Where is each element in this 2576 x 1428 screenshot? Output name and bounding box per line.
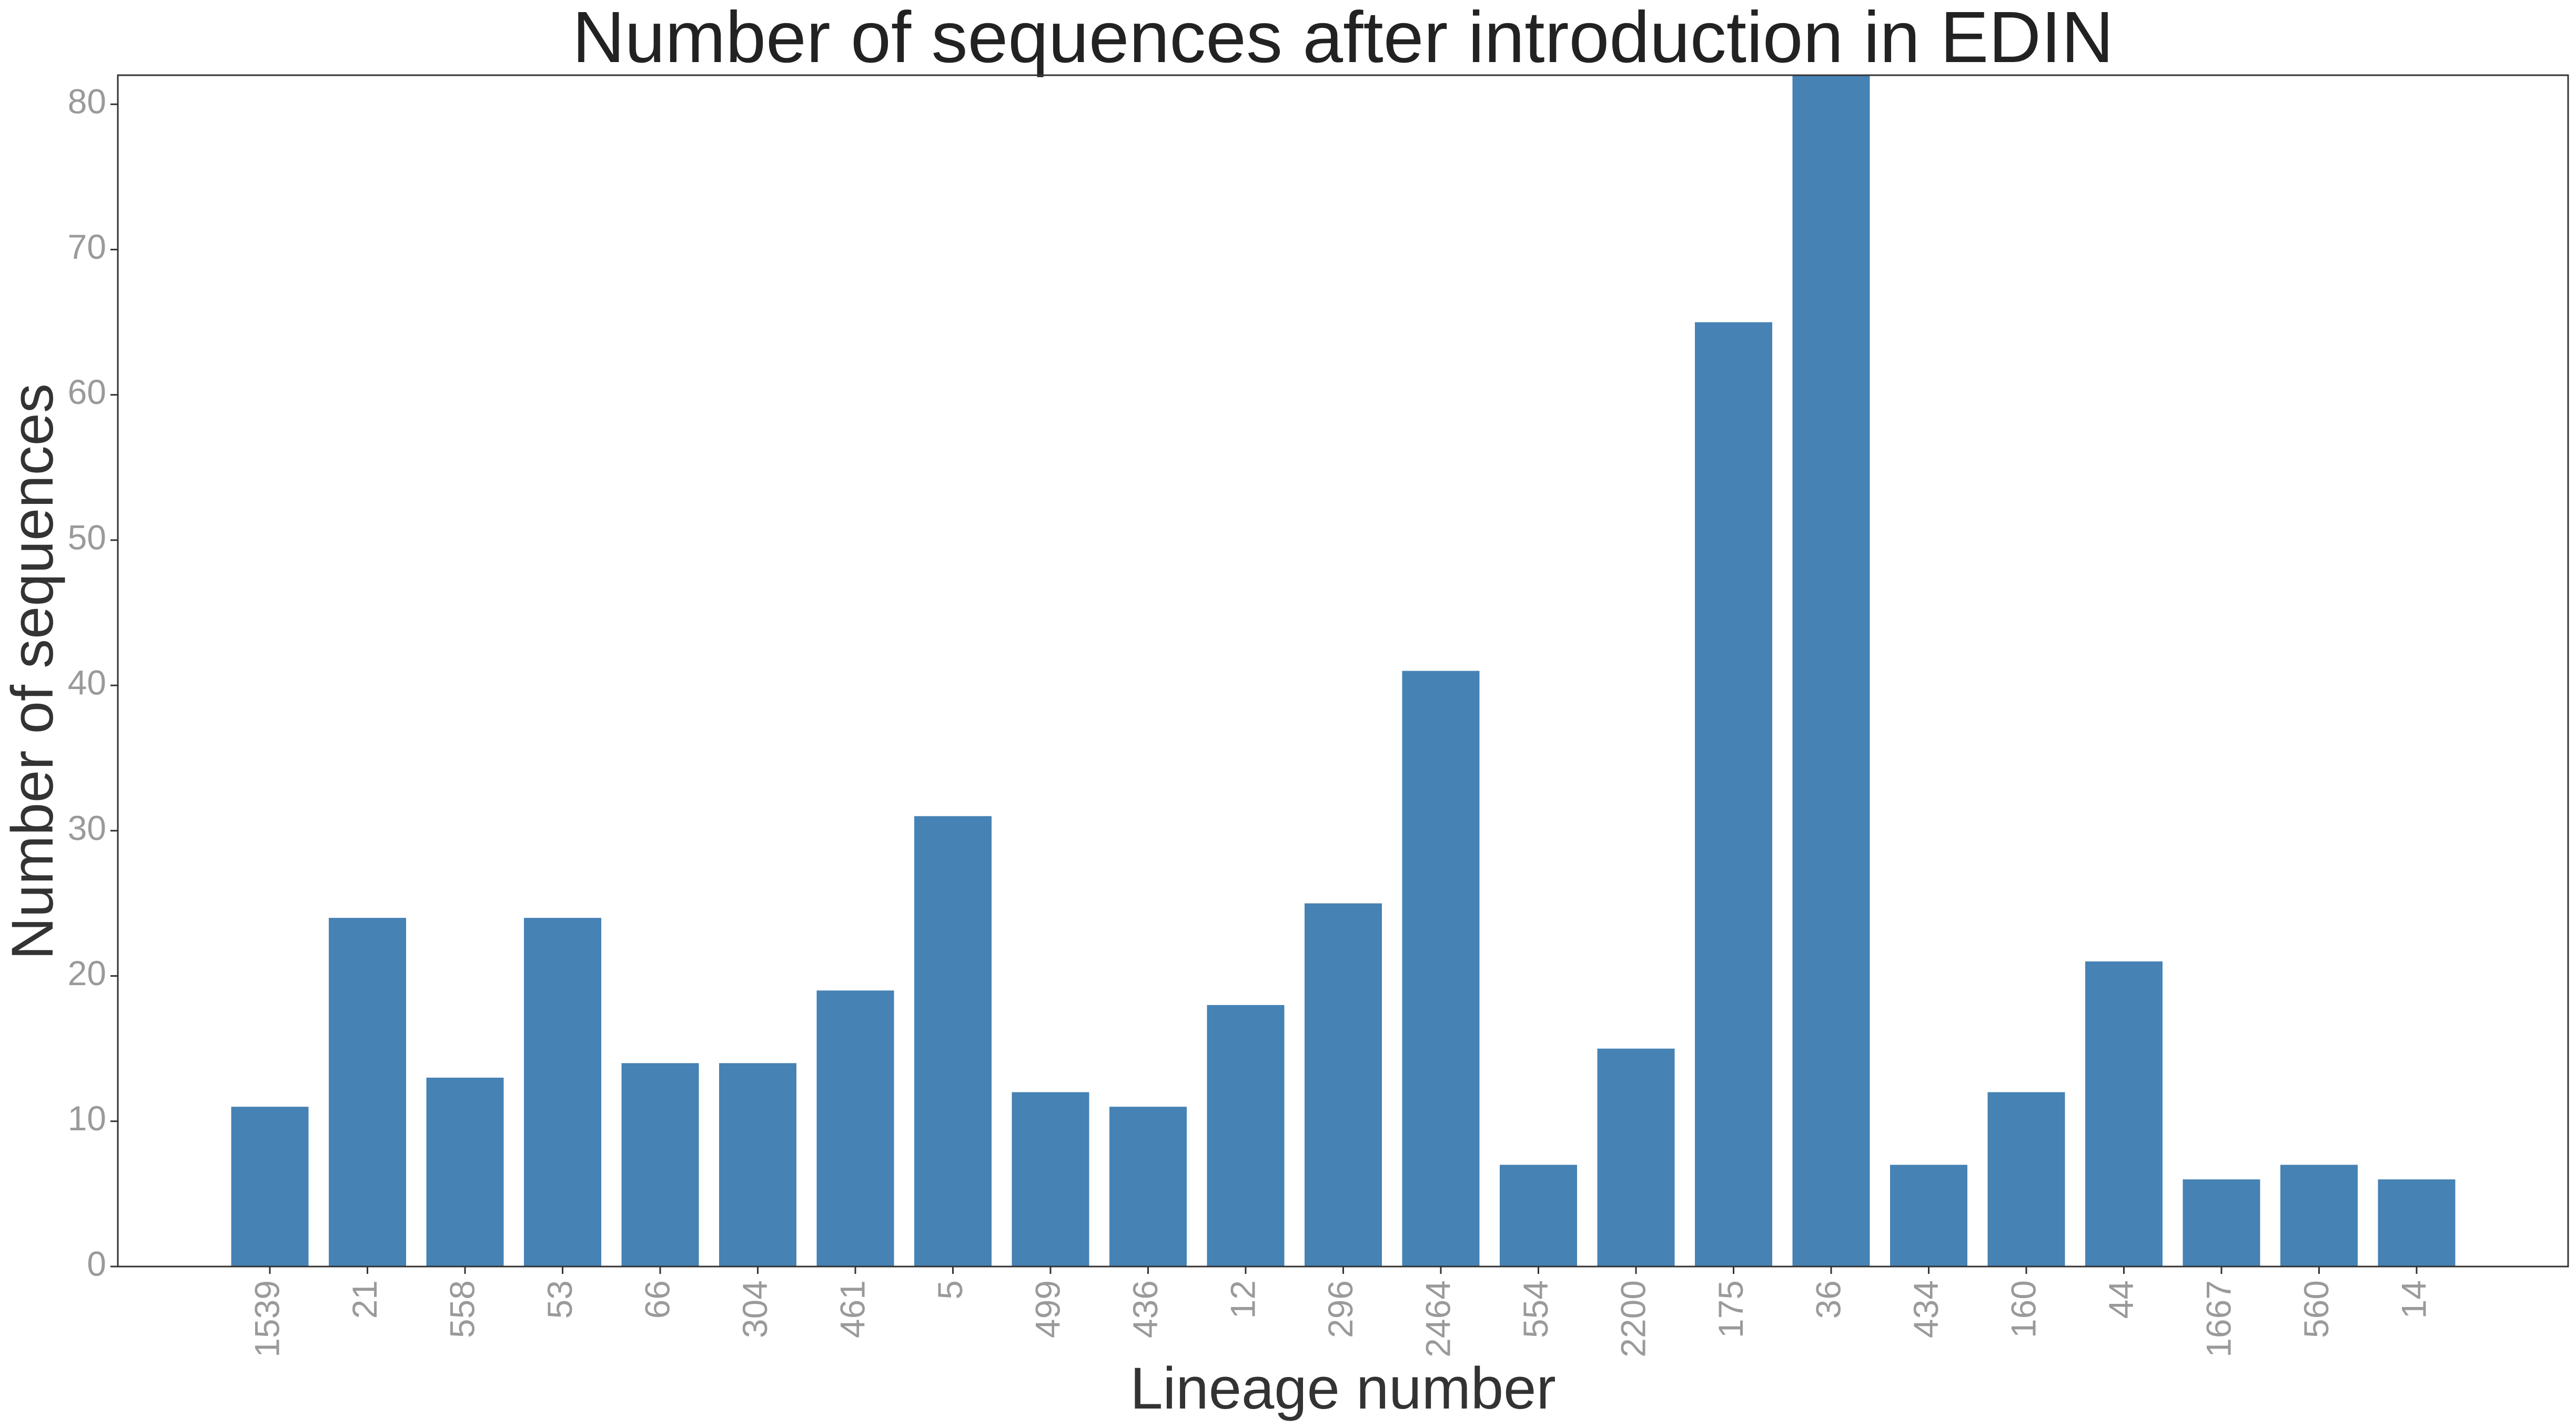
- bar-44: [2085, 961, 2163, 1267]
- bar-21: [329, 918, 406, 1267]
- bar-304: [719, 1063, 796, 1267]
- y-tick-label: 0: [87, 1244, 106, 1283]
- bar-1667: [2183, 1179, 2260, 1267]
- bar-560: [2280, 1164, 2358, 1267]
- x-tick-label: 66: [638, 1280, 676, 1319]
- x-tick-label: 499: [1028, 1280, 1067, 1338]
- bar-434: [1890, 1164, 1967, 1267]
- bar-160: [1987, 1092, 2065, 1267]
- x-axis: 1539 21 558 53 66 304 461 5 499 436 12 296 2464 554 22…: [247, 1267, 2433, 1358]
- x-tick-label: 36: [1809, 1280, 1847, 1319]
- x-axis-title: Lineage number: [1130, 1355, 1555, 1421]
- bar-175: [1695, 322, 1772, 1267]
- y-tick-label: 80: [68, 82, 106, 121]
- bar-2200: [1597, 1048, 1675, 1267]
- bar-36: [1792, 75, 1870, 1267]
- bar-2464: [1402, 671, 1480, 1267]
- x-tick-label: 434: [1906, 1280, 1945, 1338]
- y-axis: 0 10 20 30 40 50 60 70 80: [68, 82, 118, 1283]
- x-tick-label: 44: [2102, 1280, 2140, 1319]
- bars-group: [231, 75, 2456, 1267]
- x-tick-label: 436: [1126, 1280, 1165, 1338]
- bar-66: [621, 1063, 699, 1267]
- x-tick-label: 14: [2394, 1280, 2433, 1319]
- y-tick-label: 60: [68, 372, 106, 411]
- bar-1539: [231, 1107, 309, 1267]
- y-tick-label: 30: [68, 808, 106, 847]
- x-tick-label: 53: [540, 1280, 579, 1319]
- x-tick-label: 558: [442, 1280, 481, 1338]
- bar-436: [1109, 1107, 1187, 1267]
- x-tick-label: 175: [1711, 1280, 1750, 1338]
- x-tick-label: 304: [735, 1280, 774, 1338]
- y-tick-label: 50: [68, 518, 106, 556]
- bar-5: [914, 816, 992, 1267]
- x-tick-label: 12: [1223, 1280, 1262, 1319]
- bar-558: [426, 1077, 504, 1267]
- bar-53: [524, 918, 601, 1267]
- bar-296: [1305, 903, 1382, 1267]
- x-tick-label: 560: [2297, 1280, 2336, 1338]
- y-tick-label: 20: [68, 954, 106, 992]
- y-tick-label: 10: [68, 1099, 106, 1138]
- x-tick-label: 5: [931, 1280, 969, 1300]
- bar-12: [1207, 1005, 1285, 1267]
- x-tick-label: 554: [1516, 1280, 1555, 1338]
- bar-499: [1012, 1092, 1089, 1267]
- x-tick-label: 1667: [2199, 1280, 2238, 1358]
- x-tick-label: 296: [1321, 1280, 1360, 1338]
- bar-554: [1500, 1164, 1577, 1267]
- x-tick-label: 21: [345, 1280, 384, 1319]
- bar-461: [816, 990, 894, 1267]
- x-tick-label: 1539: [247, 1280, 286, 1358]
- y-tick-label: 70: [68, 227, 106, 266]
- x-tick-label: 461: [833, 1280, 872, 1338]
- x-tick-label: 2200: [1613, 1280, 1652, 1358]
- x-tick-label: 2464: [1418, 1280, 1457, 1358]
- y-tick-label: 40: [68, 663, 106, 702]
- plot-area-frame: [117, 74, 2569, 1268]
- bar-14: [2378, 1179, 2456, 1267]
- chart-title: Number of sequences after introduction i…: [572, 0, 2114, 78]
- y-axis-title: Number of sequences: [0, 383, 65, 960]
- x-tick-label: 160: [2004, 1280, 2043, 1338]
